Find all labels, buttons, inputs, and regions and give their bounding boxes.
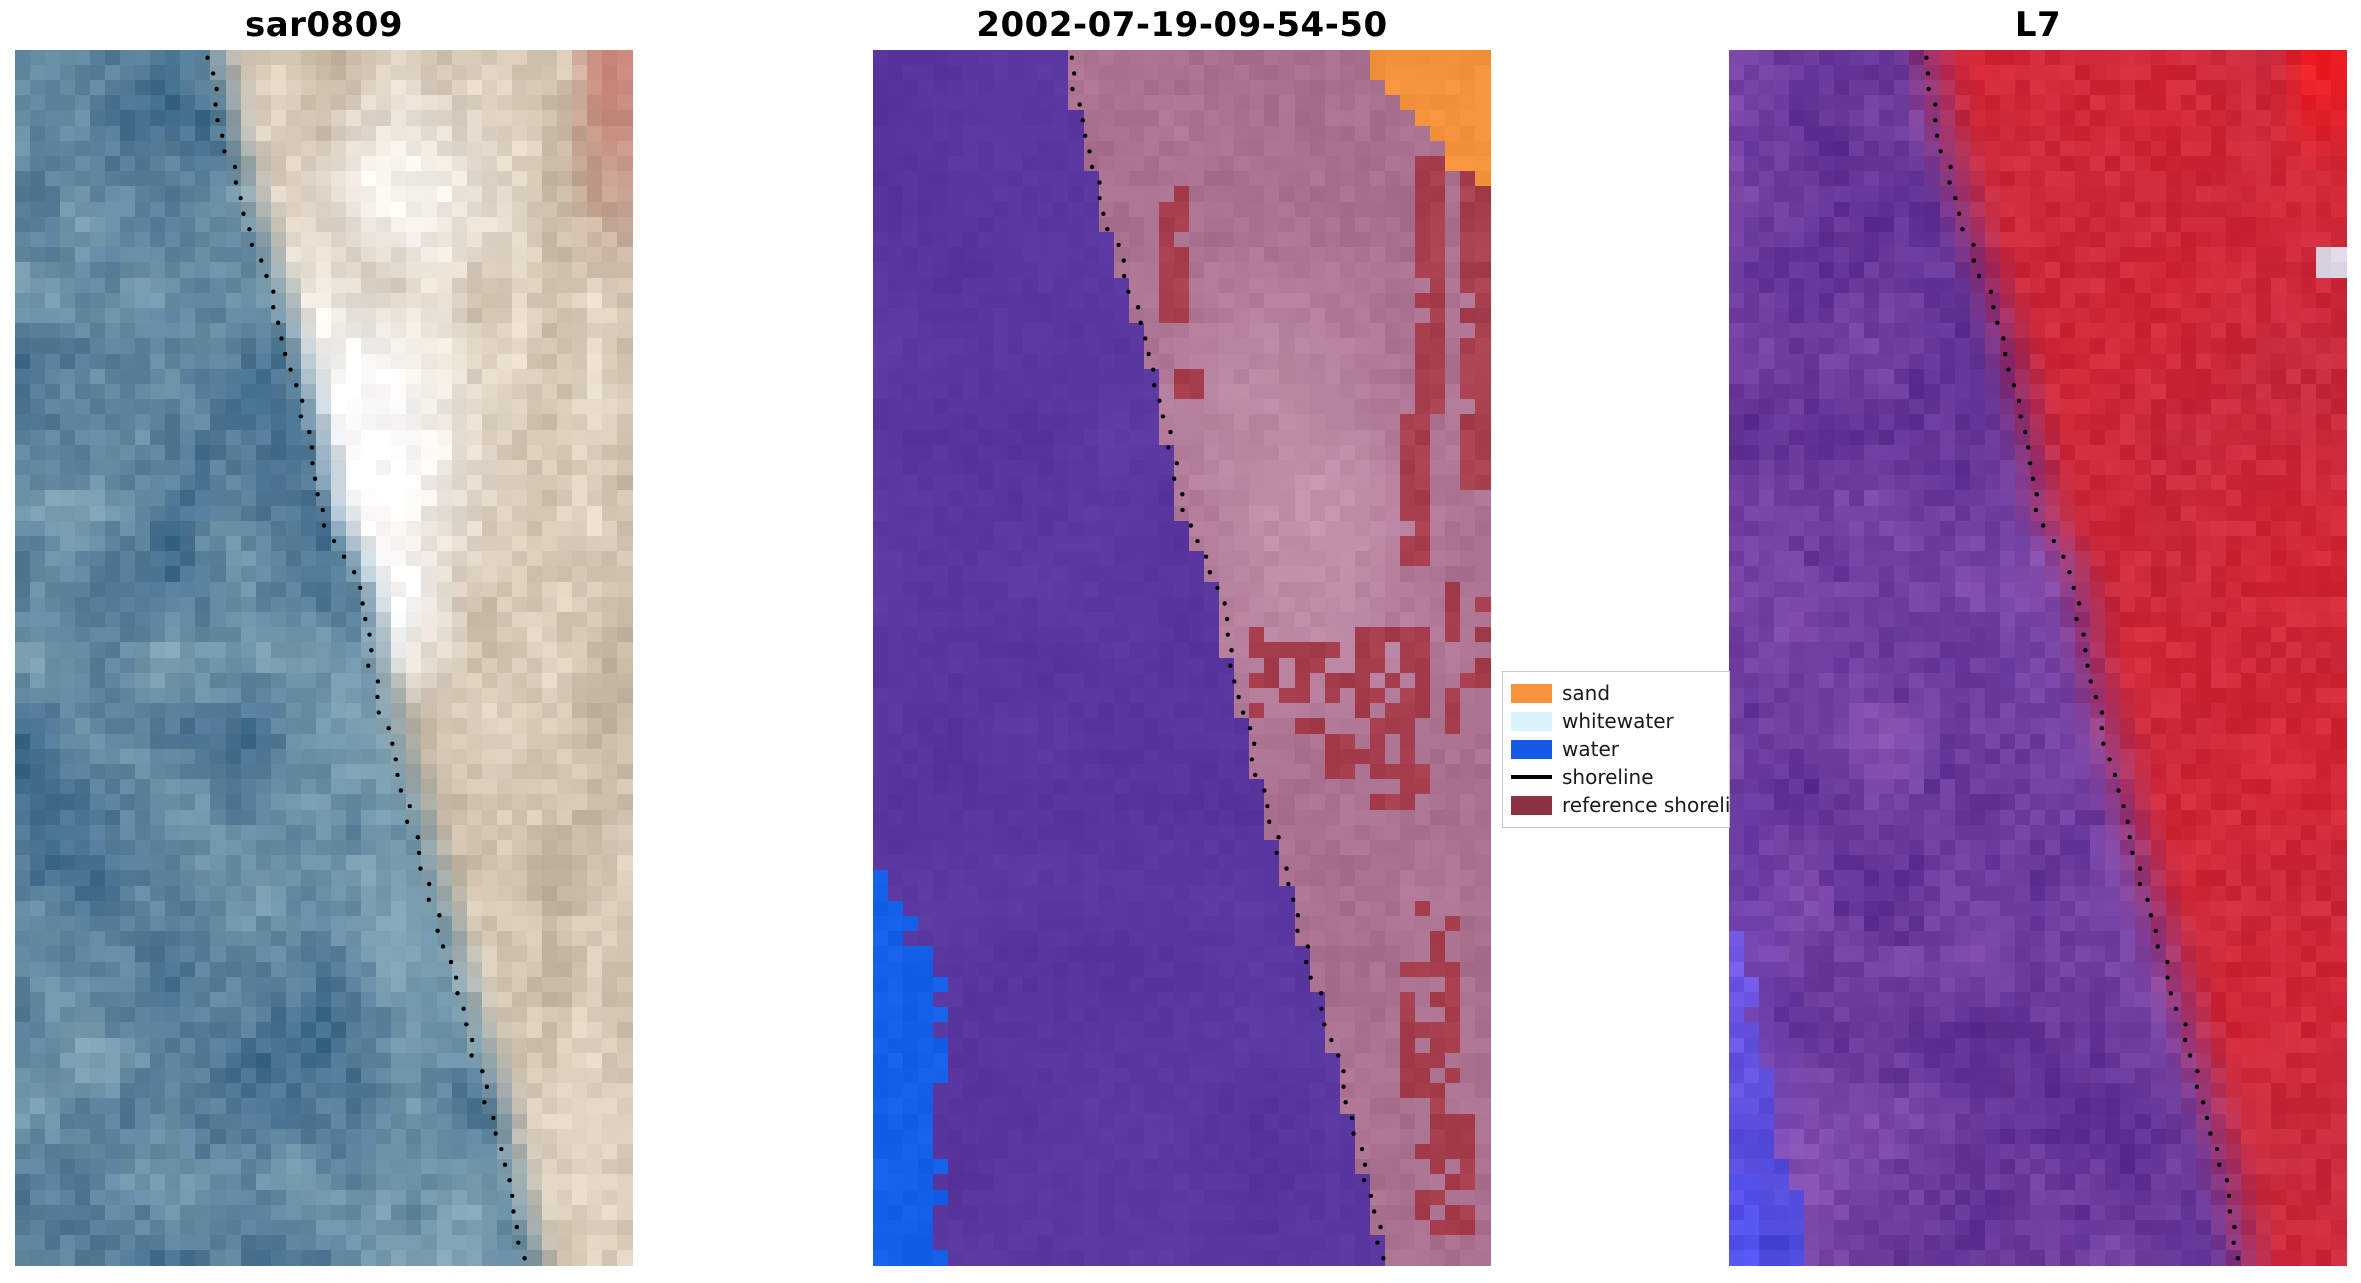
reference-shoreline-color-swatch [1511, 795, 1552, 815]
classified-image [873, 50, 1491, 1266]
legend-entry-sand: sand [1511, 679, 1729, 707]
sand-color-swatch [1511, 683, 1552, 703]
panel-title-classified: 2002-07-19-09-54-50 [976, 5, 1388, 45]
legend-label-reference-shoreline: reference shoreline [1562, 793, 1730, 817]
legend-entry-water: water [1511, 735, 1729, 763]
reference-shoreline-color-patch [1511, 795, 1552, 815]
water-color-patch [1511, 739, 1552, 759]
legend-label-sand: sand [1562, 681, 1611, 705]
shoreline-line-glyph [1511, 775, 1552, 779]
whitewater-color-patch [1511, 711, 1552, 731]
water-color-swatch [1511, 739, 1552, 759]
panel-classified: 2002-07-19-09-54-50 [873, 4, 1491, 1266]
legend: sand whitewater water shoreline referenc… [1502, 671, 1730, 828]
legend-entry-reference-shoreline: reference shoreline [1511, 791, 1729, 819]
panel-sar0809: sar0809 [15, 4, 633, 1266]
panel-title-sar0809: sar0809 [244, 5, 404, 45]
legend-label-water: water [1562, 737, 1619, 761]
legend-entry-whitewater: whitewater [1511, 707, 1729, 735]
legend-label-shoreline: shoreline [1562, 765, 1654, 789]
l7-image [1729, 50, 2347, 1266]
sar0809-image [15, 50, 633, 1266]
whitewater-color-swatch [1511, 711, 1552, 731]
shoreline-line-swatch [1511, 768, 1552, 787]
panel-l7: L7 [1729, 4, 2347, 1266]
panel-title-l7: L7 [2014, 5, 2062, 45]
legend-label-whitewater: whitewater [1562, 709, 1674, 733]
legend-entry-shoreline: shoreline [1511, 763, 1729, 791]
sand-color-patch [1511, 683, 1552, 703]
